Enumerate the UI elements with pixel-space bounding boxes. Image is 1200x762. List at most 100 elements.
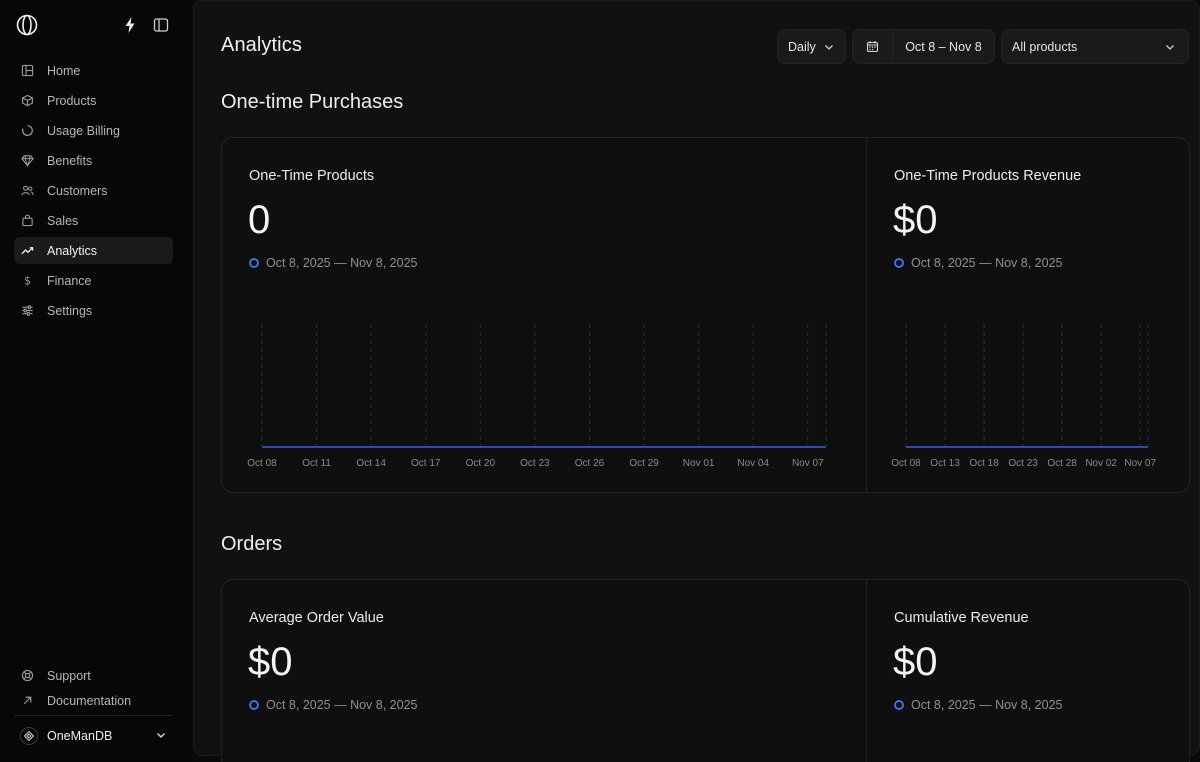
sidebar-item-benefits[interactable]: Benefits xyxy=(14,147,173,174)
chevron-down-icon xyxy=(1166,45,1174,50)
sidebar-toggle-icon[interactable] xyxy=(153,17,169,33)
calendar-icon[interactable] xyxy=(853,30,893,63)
tick-label: Oct 23 xyxy=(520,458,550,469)
sidebar-item-analytics[interactable]: Analytics xyxy=(14,237,173,264)
chevron-down-icon xyxy=(825,45,833,50)
card-range: Oct 8, 2025 — Nov 8, 2025 xyxy=(249,256,417,270)
sidebar-item-home[interactable]: Home xyxy=(14,57,173,84)
orders-card-group: Average Order Value $0 Oct 8, 2025 — Nov… xyxy=(221,579,1190,762)
usage-billing-icon xyxy=(20,124,34,138)
tick-label: Oct 08 xyxy=(247,458,277,469)
sidebar: Home Products Usage Billing Benefits Cus… xyxy=(0,0,192,762)
sidebar-item-label: Sales xyxy=(47,213,79,228)
chart-one-time-products: Oct 08 Oct 11 Oct 14 Oct 17 Oct 20 Oct 23 Oct … xyxy=(247,324,827,469)
sidebar-item-finance[interactable]: $ Finance xyxy=(14,267,173,294)
card-title: One-Time Products Revenue xyxy=(894,168,1082,184)
section-title-orders: Orders xyxy=(221,533,283,555)
tick-label: Nov 07 xyxy=(1124,458,1156,469)
products-icon xyxy=(20,94,34,108)
analytics-icon xyxy=(20,244,34,258)
sidebar-item-label: Documentation xyxy=(47,693,132,708)
sidebar-item-customers[interactable]: Customers xyxy=(14,177,173,204)
org-avatar-icon xyxy=(20,727,38,745)
series-dot-icon xyxy=(249,258,259,268)
card-title: One-Time Products xyxy=(249,168,375,184)
sidebar-divider xyxy=(14,715,173,716)
card-range-text: Oct 8, 2025 — Nov 8, 2025 xyxy=(911,698,1063,712)
series-dot-icon xyxy=(894,258,904,268)
sidebar-item-label: Analytics xyxy=(47,243,98,258)
sidebar-item-usage-billing[interactable]: Usage Billing xyxy=(14,117,173,144)
sidebar-item-support[interactable]: Support xyxy=(14,662,173,689)
date-range-picker[interactable]: Oct 8 – Nov 8 xyxy=(852,29,995,64)
sidebar-header xyxy=(16,14,176,38)
tick-label: Oct 13 xyxy=(930,458,960,469)
tick-label: Oct 28 xyxy=(1047,458,1077,469)
card-range-text: Oct 8, 2025 — Nov 8, 2025 xyxy=(911,256,1063,270)
tick-label: Oct 11 xyxy=(302,458,331,469)
sidebar-item-settings[interactable]: Settings xyxy=(14,297,173,324)
sidebar-item-label: Benefits xyxy=(47,153,93,168)
card-value: $0 xyxy=(248,640,293,684)
card-range-text: Oct 8, 2025 — Nov 8, 2025 xyxy=(266,256,418,270)
section-title-one-time-purchases: One-time Purchases xyxy=(221,91,404,113)
sidebar-item-sales[interactable]: Sales xyxy=(14,207,173,234)
interval-select[interactable]: Daily xyxy=(777,29,846,64)
card-title: Cumulative Revenue xyxy=(894,610,1029,626)
product-filter-value: All products xyxy=(1012,39,1078,54)
customers-icon xyxy=(20,184,34,198)
sidebar-item-label: Settings xyxy=(47,303,93,318)
card-divider xyxy=(866,580,867,762)
sidebar-item-label: Support xyxy=(47,668,91,683)
card-one-time-products-revenue: One-Time Products Revenue $0 Oct 8, 2025… xyxy=(867,138,1189,492)
chevron-down-icon xyxy=(156,732,166,739)
tick-label: Nov 02 xyxy=(1085,458,1117,469)
purchases-card-group: One-Time Products 0 Oct 8, 2025 — Nov 8,… xyxy=(221,137,1190,493)
card-value: $0 xyxy=(893,198,938,242)
svg-text:$: $ xyxy=(23,275,30,287)
card-range-text: Oct 8, 2025 — Nov 8, 2025 xyxy=(266,698,418,712)
sidebar-item-label: Products xyxy=(47,93,97,108)
tick-label: Oct 18 xyxy=(969,458,999,469)
card-range: Oct 8, 2025 — Nov 8, 2025 xyxy=(894,256,1062,270)
card-one-time-products: One-Time Products 0 Oct 8, 2025 — Nov 8,… xyxy=(222,138,866,492)
series-dot-icon xyxy=(249,700,259,710)
sidebar-item-documentation[interactable]: Documentation xyxy=(14,687,173,714)
tick-label: Oct 26 xyxy=(575,458,605,469)
card-title: Average Order Value xyxy=(249,610,384,626)
card-divider xyxy=(866,138,867,492)
sidebar-item-label: Home xyxy=(47,63,81,78)
sidebar-item-label: Finance xyxy=(47,273,92,288)
org-switcher[interactable]: OneManDB xyxy=(14,722,173,750)
benefits-icon xyxy=(20,154,34,168)
home-icon xyxy=(20,64,34,78)
org-name: OneManDB xyxy=(47,729,113,743)
tick-label: Oct 20 xyxy=(466,458,496,469)
chart-one-time-products-revenue: Oct 08 Oct 13 Oct 18 Oct 23 Oct 28 Nov 02 Nov … xyxy=(891,324,1156,469)
card-range: Oct 8, 2025 — Nov 8, 2025 xyxy=(894,698,1062,712)
date-range-value: Oct 8 – Nov 8 xyxy=(905,39,982,54)
sidebar-item-label: Usage Billing xyxy=(47,123,120,138)
page-title: Analytics xyxy=(221,34,302,56)
tick-label: Oct 08 xyxy=(891,458,921,469)
logo-icon[interactable] xyxy=(16,14,38,36)
support-icon xyxy=(20,669,34,683)
card-value: 0 xyxy=(248,198,271,242)
tick-label: Oct 17 xyxy=(411,458,441,469)
external-link-icon xyxy=(20,694,34,708)
product-filter-select[interactable]: All products xyxy=(1001,29,1189,64)
sales-icon xyxy=(20,214,34,228)
tick-label: Oct 29 xyxy=(629,458,659,469)
series-dot-icon xyxy=(894,700,904,710)
card-range: Oct 8, 2025 — Nov 8, 2025 xyxy=(249,698,417,712)
sidebar-nav: Home Products Usage Billing Benefits Cus… xyxy=(14,57,173,327)
card-cumulative-revenue: Cumulative Revenue $0 Oct 8, 2025 — Nov … xyxy=(867,580,1189,762)
card-average-order-value: Average Order Value $0 Oct 8, 2025 — Nov… xyxy=(222,580,866,762)
interval-value: Daily xyxy=(788,39,816,54)
finance-icon: $ xyxy=(20,274,34,288)
bolt-icon[interactable] xyxy=(123,16,137,34)
sidebar-item-products[interactable]: Products xyxy=(14,87,173,114)
settings-icon xyxy=(20,304,34,318)
sidebar-item-label: Customers xyxy=(47,183,108,198)
tick-label: Nov 01 xyxy=(683,458,715,469)
